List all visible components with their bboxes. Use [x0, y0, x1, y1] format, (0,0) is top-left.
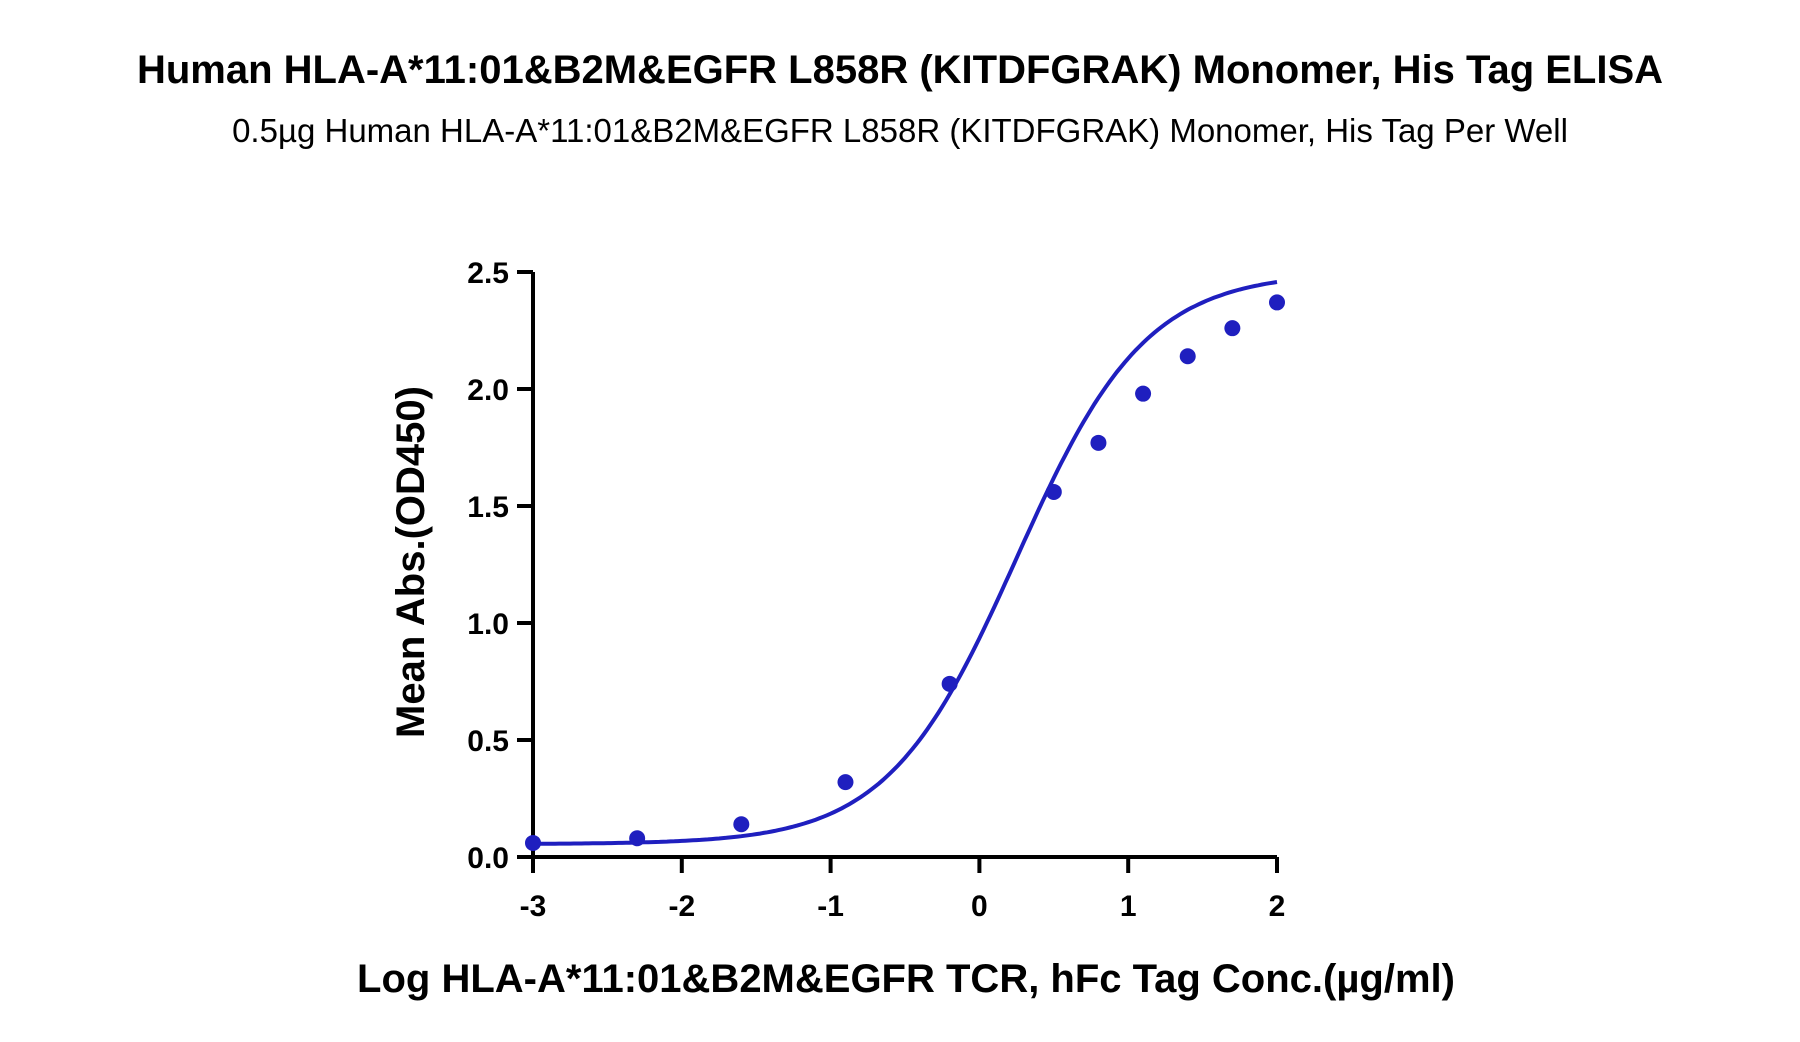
x-tick-label: 0: [971, 890, 988, 923]
data-points: [525, 294, 1285, 851]
y-ticks: 0.0 0.5 1.0 1.5 2.0 2.5: [467, 257, 533, 875]
data-point: [733, 816, 750, 833]
y-axis-label: Mean Abs.(OD450): [389, 386, 433, 738]
y-tick-label: 2.5: [467, 257, 509, 290]
y-tick-label: 0.5: [467, 725, 509, 758]
fit-curve: [533, 280, 1278, 846]
data-point: [1045, 483, 1062, 500]
data-point: [525, 834, 541, 851]
y-tick-label: 1.5: [467, 491, 509, 524]
data-point: [1179, 348, 1196, 365]
x-ticks: -3 -2 -1 0 1 2: [520, 857, 1286, 923]
x-tick-label: -1: [817, 890, 844, 923]
y-tick-label: 0.0: [467, 842, 509, 875]
data-point: [1090, 434, 1107, 451]
chart-title: Human HLA-A*11:01&B2M&EGFR L858R (KITDFG…: [136, 48, 1664, 92]
data-point: [1224, 320, 1241, 337]
x-tick-label: -3: [520, 890, 547, 923]
x-tick-label: 1: [1120, 890, 1137, 923]
x-tick-label: 2: [1269, 890, 1286, 923]
chart-subtitle: 0.5µg Human HLA-A*11:01&B2M&EGFR L858R (…: [232, 112, 1568, 149]
data-point: [629, 830, 646, 847]
data-point: [1135, 385, 1152, 402]
x-tick-label: -2: [668, 890, 695, 923]
y-tick-label: 2.0: [467, 374, 509, 407]
data-point: [837, 774, 854, 791]
data-point: [941, 675, 958, 692]
y-tick-label: 1.0: [467, 608, 509, 641]
data-point: [1269, 294, 1285, 311]
x-axis-label: Log HLA-A*11:01&B2M&EGFR TCR, hFc Tag Co…: [357, 957, 1455, 1001]
